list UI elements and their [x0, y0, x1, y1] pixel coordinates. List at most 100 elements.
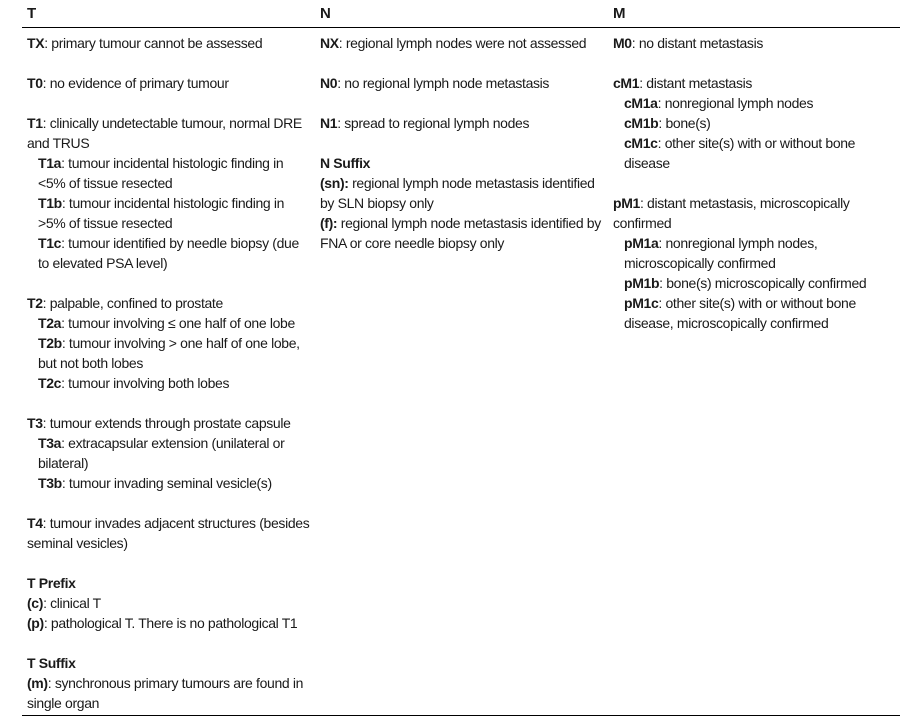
entry-n0: N0: no regional lymph node metastasis [320, 73, 604, 93]
desc-t1c: : tumour identified by needle biopsy (du… [38, 235, 299, 271]
header-m: M [613, 5, 626, 22]
entry-t2c: T2c: tumour involving both lobes [27, 373, 311, 393]
n-suffix-title: N Suffix [320, 155, 371, 171]
entry-m0: M0: no distant metastasis [613, 33, 896, 53]
desc-t4: : tumour invades adjacent structures (be… [27, 515, 310, 551]
entry-t4: T4: tumour invades adjacent structures (… [27, 513, 311, 553]
desc-n0: : no regional lymph node metastasis [337, 75, 550, 91]
entry-pm1: pM1: distant metastasis, microscopically… [613, 193, 896, 233]
entry-n1: N1: spread to regional lymph nodes [320, 113, 604, 133]
code-m0: M0 [613, 35, 632, 51]
code-t3: T3 [27, 415, 43, 431]
code-suffix-m: (m) [27, 675, 48, 691]
tnm-staging-table: T N M TX: primary tumour cannot be asses… [22, 0, 900, 716]
desc-pm1b: : bone(s) microscopically confirmed [659, 275, 867, 291]
code-suffix-f: (f): [320, 215, 338, 231]
code-cm1c: cM1c [624, 135, 658, 151]
desc-pm1: : distant metastasis, microscopically co… [613, 195, 850, 231]
entry-t2b: T2b: tumour involving > one half of one … [27, 333, 311, 373]
m-column: M0: no distant metastasis cM1: distant m… [608, 33, 900, 715]
code-t1a: T1a [38, 155, 62, 171]
desc-pm1a: : nonregional lymph nodes, microscopical… [624, 235, 818, 271]
code-cm1b: cM1b [624, 115, 659, 131]
entry-prefix-p: (p): pathological T. There is no patholo… [27, 613, 311, 633]
entry-t3b: T3b: tumour invading seminal vesicle(s) [27, 473, 311, 493]
entry-pm1b: pM1b: bone(s) microscopically confirmed [613, 273, 896, 293]
code-t1c: T1c [38, 235, 62, 251]
entry-t1c: T1c: tumour identified by needle biopsy … [27, 233, 311, 273]
n-column: NX: regional lymph nodes were not assess… [315, 33, 608, 715]
entry-t0: T0: no evidence of primary tumour [27, 73, 311, 93]
entry-t3: T3: tumour extends through prostate caps… [27, 413, 311, 433]
table-header-row: T N M [22, 0, 900, 28]
code-t0: T0 [27, 75, 43, 91]
code-t2b: T2b [38, 335, 62, 351]
code-pm1c: pM1c [624, 295, 659, 311]
table-body-row: TX: primary tumour cannot be assessed T0… [22, 28, 900, 716]
desc-pm1c: : other site(s) with or without bone dis… [624, 295, 856, 331]
desc-cm1: : distant metastasis [639, 75, 753, 91]
t-column: TX: primary tumour cannot be assessed T0… [22, 33, 315, 715]
desc-suffix-sn: regional lymph node metastasis identifie… [320, 175, 595, 211]
entry-t3a: T3a: extracapsular extension (unilateral… [27, 433, 311, 473]
desc-t3b: : tumour invading seminal vesicle(s) [61, 475, 272, 491]
code-t2: T2 [27, 295, 43, 311]
desc-t2b: : tumour involving > one half of one lob… [38, 335, 300, 371]
code-t3a: T3a [38, 435, 62, 451]
desc-nx: : regional lymph nodes were not assessed [338, 35, 587, 51]
entry-t1a: T1a: tumour incidental histologic findin… [27, 153, 311, 193]
entry-pm1a: pM1a: nonregional lymph nodes, microscop… [613, 233, 896, 273]
code-tx: TX [27, 35, 45, 51]
desc-suffix-f: regional lymph node metastasis identifie… [320, 215, 601, 251]
code-t4: T4 [27, 515, 43, 531]
desc-t3a: : extracapsular extension (unilateral or… [38, 435, 285, 471]
desc-cm1a: : nonregional lymph nodes [657, 95, 814, 111]
code-pm1b: pM1b [624, 275, 660, 291]
entry-t2a: T2a: tumour involving ≤ one half of one … [27, 313, 311, 333]
desc-t2a: : tumour involving ≤ one half of one lob… [61, 315, 295, 331]
code-n0: N0 [320, 75, 338, 91]
code-cm1: cM1 [613, 75, 640, 91]
code-pm1: pM1 [613, 195, 640, 211]
desc-prefix-c: : clinical T [43, 595, 101, 611]
desc-t2c: : tumour involving both lobes [61, 375, 230, 391]
entry-suffix-f: (f): regional lymph node metastasis iden… [320, 213, 604, 253]
header-t: T [27, 5, 37, 22]
entry-cm1b: cM1b: bone(s) [613, 113, 896, 133]
desc-cm1c: : other site(s) with or without bone dis… [624, 135, 856, 171]
code-pm1a: pM1a [624, 235, 659, 251]
desc-n1: : spread to regional lymph nodes [337, 115, 530, 131]
desc-t3: : tumour extends through prostate capsul… [42, 415, 291, 431]
code-t2a: T2a [38, 315, 62, 331]
desc-m0: : no distant metastasis [631, 35, 764, 51]
desc-t2: : palpable, confined to prostate [42, 295, 224, 311]
code-prefix-c: (c) [27, 595, 44, 611]
t-prefix-title: T Prefix [27, 575, 76, 591]
desc-cm1b: : bone(s) [658, 115, 711, 131]
t-suffix-title: T Suffix [27, 655, 76, 671]
code-t2c: T2c [38, 375, 62, 391]
desc-t1a: : tumour incidental histologic finding i… [38, 155, 284, 191]
entry-tx: TX: primary tumour cannot be assessed [27, 33, 311, 53]
entry-prefix-c: (c): clinical T [27, 593, 311, 613]
header-n: N [320, 5, 331, 22]
entry-pm1c: pM1c: other site(s) with or without bone… [613, 293, 896, 333]
entry-cm1c: cM1c: other site(s) with or without bone… [613, 133, 896, 173]
code-t1: T1 [27, 115, 43, 131]
desc-suffix-m: : synchronous primary tumours are found … [27, 675, 304, 711]
code-nx: NX [320, 35, 339, 51]
desc-t0: : no evidence of primary tumour [42, 75, 229, 91]
entry-suffix-m: (m): synchronous primary tumours are fou… [27, 673, 311, 713]
code-cm1a: cM1a [624, 95, 658, 111]
code-suffix-sn: (sn): [320, 175, 349, 191]
desc-tx: : primary tumour cannot be assessed [44, 35, 263, 51]
entry-nx: NX: regional lymph nodes were not assess… [320, 33, 604, 53]
code-prefix-p: (p) [27, 615, 44, 631]
code-t3b: T3b [38, 475, 62, 491]
entry-cm1a: cM1a: nonregional lymph nodes [613, 93, 896, 113]
entry-t2: T2: palpable, confined to prostate [27, 293, 311, 313]
entry-t1: T1: clinically undetectable tumour, norm… [27, 113, 311, 153]
desc-prefix-p: : pathological T. There is no pathologic… [43, 615, 298, 631]
entry-suffix-sn: (sn): regional lymph node metastasis ide… [320, 173, 604, 213]
desc-t1: : clinically undetectable tumour, normal… [27, 115, 302, 151]
